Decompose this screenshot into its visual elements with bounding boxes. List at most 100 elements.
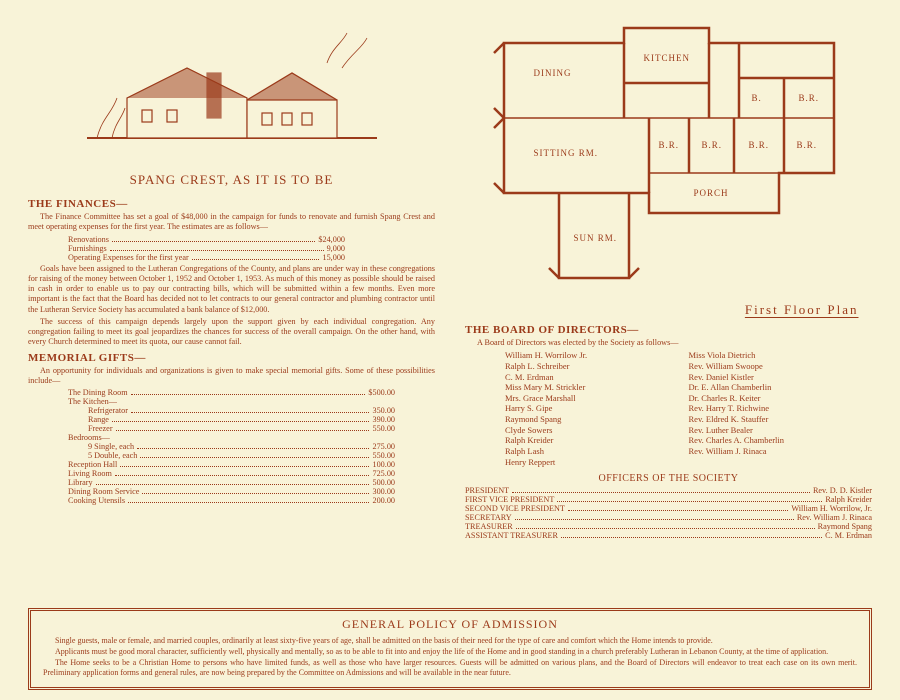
director-name: Ralph Lash — [505, 446, 689, 457]
finance-amount: $24,000 — [318, 235, 435, 244]
finances-items: Renovations $24,000Furnishings9,000Operat… — [28, 235, 435, 262]
officer-row: ASSISTANT TREASURERC. M. Erdman — [465, 531, 872, 540]
director-name: Rev. Daniel Kistler — [689, 372, 873, 383]
floor-plan-label: First Floor Plan — [745, 302, 859, 318]
officer-role: SECOND VICE PRESIDENT — [465, 504, 565, 513]
officers-title: OFFICERS OF THE SOCIETY — [465, 473, 872, 484]
finances-p2: Goals have been assigned to the Lutheran… — [28, 264, 435, 315]
officer-row: SECOND VICE PRESIDENT William H. Worrilow… — [465, 504, 872, 513]
officer-role: ASSISTANT TREASURER — [465, 531, 558, 540]
gift-label: Living Room — [68, 469, 112, 478]
room-kitchen: KITCHEN — [644, 53, 691, 63]
room-porch: PORCH — [694, 188, 729, 198]
officer-name: William H. Worrilow, Jr. — [791, 504, 872, 513]
gift-row: Bedrooms— — [68, 433, 435, 442]
gift-amount: $500.00 — [368, 388, 435, 397]
policy-p3: The Home seeks to be a Christian Home to… — [43, 658, 857, 678]
director-name: Ralph Kreider — [505, 435, 689, 446]
director-name: William H. Worrilow Jr. — [505, 350, 689, 361]
gift-amount: 500.00 — [372, 478, 435, 487]
gift-row: Reception Hall 100.00 — [68, 460, 435, 469]
director-name: Rev. Luther Bealer — [689, 425, 873, 436]
finance-row: Operating Expenses for the first year 15,… — [68, 253, 435, 262]
finance-row: Furnishings9,000 — [68, 244, 435, 253]
gift-label: 9 Single, each — [88, 442, 134, 451]
gift-row: Range 390.00 — [88, 415, 435, 424]
director-name: Rev. William J. Rinaca — [689, 446, 873, 457]
gift-label: Cooking Utensils — [68, 496, 125, 505]
officer-role: PRESIDENT — [465, 486, 509, 495]
officer-role: TREASURER — [465, 522, 513, 531]
page: SPANG CREST, AS IT IS TO BE THE FINANCES… — [0, 0, 900, 700]
director-name: Rev. Harry T. Richwine — [689, 403, 873, 414]
gift-row: Library500.00 — [68, 478, 435, 487]
gifts-items: The Dining Room$500.00The Kitchen—Refrig… — [28, 388, 435, 505]
finance-amount: 9,000 — [327, 244, 435, 253]
board-intro: A Board of Directors was elected by the … — [465, 338, 872, 348]
gift-amount: 300.00 — [372, 487, 435, 496]
gift-label: 5 Double, each — [88, 451, 137, 460]
gift-row: Dining Room Service 300.00 — [68, 487, 435, 496]
director-name: Clyde Sowers — [505, 425, 689, 436]
directors-left: William H. Worrilow Jr.Ralph L. Schreibe… — [505, 350, 689, 467]
gift-label: Range — [88, 415, 109, 424]
gift-row: Freezer550.00 — [88, 424, 435, 433]
gift-row: The Dining Room $500.00 — [68, 388, 435, 397]
room-br5: B.R. — [797, 140, 818, 150]
gift-amount: 100.00 — [372, 460, 435, 469]
room-br1: B.R. — [799, 93, 820, 103]
gifts-intro: An opportunity for individuals and organ… — [28, 366, 435, 387]
director-name: Rev. Eldred K. Stauffer — [689, 414, 873, 425]
officer-name: Raymond Spang — [818, 522, 872, 531]
gift-label: Dining Room Service — [68, 487, 139, 496]
two-column-layout: SPANG CREST, AS IT IS TO BE THE FINANCES… — [28, 18, 872, 602]
policy-title: GENERAL POLICY OF ADMISSION — [43, 617, 857, 632]
left-column: SPANG CREST, AS IT IS TO BE THE FINANCES… — [28, 18, 435, 602]
officer-role: FIRST VICE PRESIDENT — [465, 495, 554, 504]
house-illustration — [67, 18, 397, 168]
officer-row: PRESIDENT Rev. D. D. Kistler — [465, 486, 872, 495]
gift-amount: 200.00 — [372, 496, 435, 505]
officer-name: Rev. William J. Rinaca — [797, 513, 872, 522]
policy-p2: Applicants must be good moral character,… — [43, 647, 857, 657]
finance-amount: 15,000 — [322, 253, 435, 262]
officer-name: Ralph Kreider — [825, 495, 872, 504]
officer-name: Rev. D. D. Kistler — [813, 486, 872, 495]
floor-plan: DINING KITCHEN SITTING RM. SUN RM. PORCH… — [479, 18, 859, 318]
finance-label: Renovations — [68, 235, 109, 244]
gift-amount: 550.00 — [372, 424, 435, 433]
finances-heading: THE FINANCES— — [28, 198, 435, 210]
right-column: DINING KITCHEN SITTING RM. SUN RM. PORCH… — [465, 18, 872, 602]
director-name: Mrs. Grace Marshall — [505, 393, 689, 404]
room-b: B. — [752, 93, 762, 103]
board-heading: THE BOARD OF DIRECTORS— — [465, 324, 872, 336]
director-name: Harry S. Gipe — [505, 403, 689, 414]
finance-label: Operating Expenses for the first year — [68, 253, 189, 262]
officer-row: FIRST VICE PRESIDENT Ralph Kreider — [465, 495, 872, 504]
room-br2: B.R. — [659, 140, 680, 150]
house-caption: SPANG CREST, AS IT IS TO BE — [28, 172, 435, 188]
officer-role: SECRETARY — [465, 513, 512, 522]
policy-p1: Single guests, male or female, and marri… — [43, 636, 857, 646]
directors-list: William H. Worrilow Jr.Ralph L. Schreibe… — [505, 350, 872, 467]
officers-list: PRESIDENTRev. D. D. KistlerFIRST VICE PR… — [465, 486, 872, 540]
directors-right: Miss Viola DietrichRev. William SwoopeRe… — [689, 350, 873, 467]
director-name: Raymond Spang — [505, 414, 689, 425]
room-br3: B.R. — [702, 140, 723, 150]
director-name: Rev. William Swoope — [689, 361, 873, 372]
gift-label: The Dining Room — [68, 388, 128, 397]
director-name: Henry Reppert — [505, 457, 689, 468]
gift-amount: 390.00 — [372, 415, 435, 424]
finances-intro: The Finance Committee has set a goal of … — [28, 212, 435, 233]
gift-amount: 350.00 — [372, 406, 435, 415]
officer-row: TREASURER Raymond Spang — [465, 522, 872, 531]
gift-row: 5 Double, each550.00 — [88, 451, 435, 460]
gift-row: Living Room725.00 — [68, 469, 435, 478]
gift-row: Refrigerator 350.00 — [88, 406, 435, 415]
room-sitting: SITTING RM. — [534, 148, 599, 158]
director-name: C. M. Erdman — [505, 372, 689, 383]
gift-label: Refrigerator — [88, 406, 128, 415]
finance-row: Renovations $24,000 — [68, 235, 435, 244]
floor-plan-svg — [479, 18, 859, 318]
gift-label: Reception Hall — [68, 460, 117, 469]
